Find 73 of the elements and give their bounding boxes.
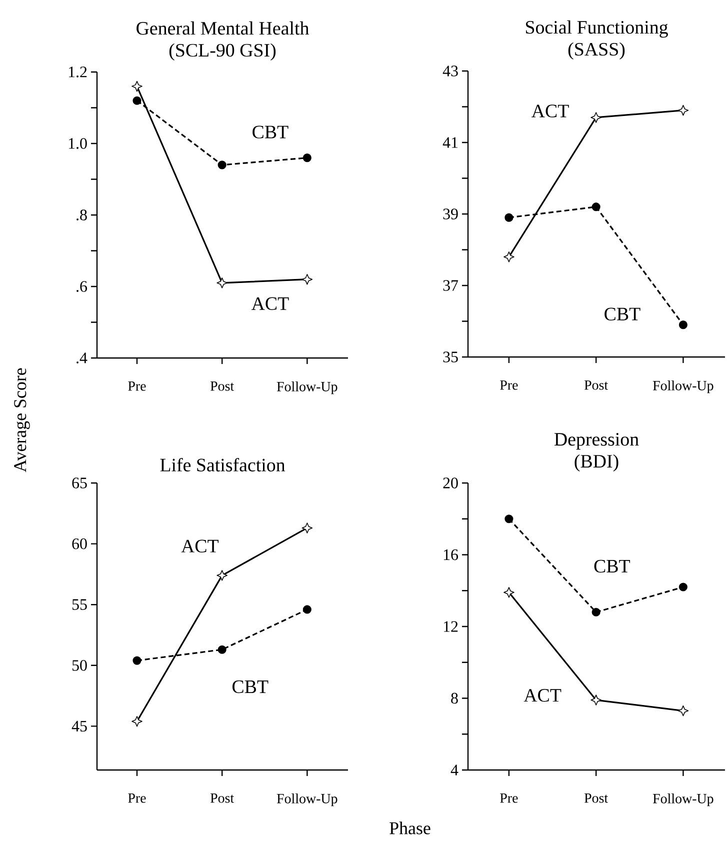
point xyxy=(504,587,514,598)
y-tick-label: .6 xyxy=(76,281,88,292)
y-tick-label: 65 xyxy=(72,478,87,488)
x-tick-label: Pre xyxy=(128,382,146,391)
series-label: CBT xyxy=(252,126,288,138)
chart-title: Life Satisfaction xyxy=(160,458,286,472)
x-axis-title: Phase xyxy=(390,822,430,834)
y-tick-label: .8 xyxy=(76,210,87,220)
point xyxy=(216,570,228,581)
y-tick-label: 12 xyxy=(444,621,458,632)
y-tick-label: 55 xyxy=(72,599,87,610)
chart-subtitle: (SCL-90 GSI) xyxy=(169,43,276,61)
y-tick-label: 1.0 xyxy=(68,138,87,149)
y-tick-label: 1.2 xyxy=(68,66,87,78)
chart-subtitle: (BDI) xyxy=(574,454,618,472)
series-label: CBT xyxy=(594,560,630,573)
point xyxy=(302,522,313,534)
series-label: ACT xyxy=(532,104,569,118)
x-tick-label: Follow-Up xyxy=(652,794,714,806)
y-tick-label: 43 xyxy=(442,66,458,76)
y-tick-label: 45 xyxy=(72,720,87,732)
x-tick-label: Post xyxy=(210,794,234,803)
point xyxy=(504,514,514,524)
x-tick-label: Post xyxy=(584,794,608,803)
y-tick-label: 39 xyxy=(443,208,458,220)
point xyxy=(302,274,313,285)
point xyxy=(218,645,226,654)
point xyxy=(132,80,142,92)
y-tick-label: 8 xyxy=(451,692,458,704)
series-label: CBT xyxy=(604,308,640,320)
x-tick-label: Follow-Up xyxy=(276,794,338,806)
point xyxy=(132,656,142,665)
point xyxy=(678,705,689,716)
point xyxy=(216,278,228,288)
y-tick-label: 37 xyxy=(443,280,458,291)
y-tick-label: 35 xyxy=(443,352,458,362)
x-tick-label: Follow-Up xyxy=(276,382,338,394)
series-label: ACT xyxy=(251,297,289,310)
point xyxy=(592,608,600,616)
point xyxy=(132,716,142,727)
series-label: CBT xyxy=(232,680,268,694)
y-tick-label: 20 xyxy=(443,478,458,488)
x-tick-label: Pre xyxy=(500,380,518,390)
y-axis-title: Average Score xyxy=(14,368,30,472)
y-tick-label: 41 xyxy=(442,137,458,148)
chart-title: General Mental Health xyxy=(136,21,309,35)
x-tick-label: Follow-Up xyxy=(652,380,714,394)
y-tick-label: 60 xyxy=(72,538,87,550)
point xyxy=(678,582,688,592)
point xyxy=(218,160,226,170)
x-tick-label: Post xyxy=(210,382,234,391)
point xyxy=(590,694,602,706)
point xyxy=(302,154,312,162)
y-tick-label: 50 xyxy=(72,660,87,671)
point xyxy=(590,112,602,123)
point xyxy=(592,202,600,212)
point xyxy=(504,213,514,222)
x-tick-label: Pre xyxy=(128,794,146,803)
point xyxy=(504,252,514,262)
point xyxy=(302,605,312,614)
y-tick-label: 16 xyxy=(444,549,458,560)
x-tick-label: Pre xyxy=(500,794,518,803)
chart-title: Depression xyxy=(554,433,639,450)
series-label: ACT xyxy=(181,540,219,552)
point xyxy=(678,320,688,330)
chart-subtitle: (SASS) xyxy=(568,42,625,60)
point xyxy=(678,104,689,116)
chart-title: Social Functioning xyxy=(526,20,668,38)
point xyxy=(132,96,142,105)
y-tick-label: 4 xyxy=(450,764,458,776)
y-tick-label: .4 xyxy=(76,352,88,364)
series-label: ACT xyxy=(524,689,562,702)
x-tick-label: Post xyxy=(584,380,608,390)
